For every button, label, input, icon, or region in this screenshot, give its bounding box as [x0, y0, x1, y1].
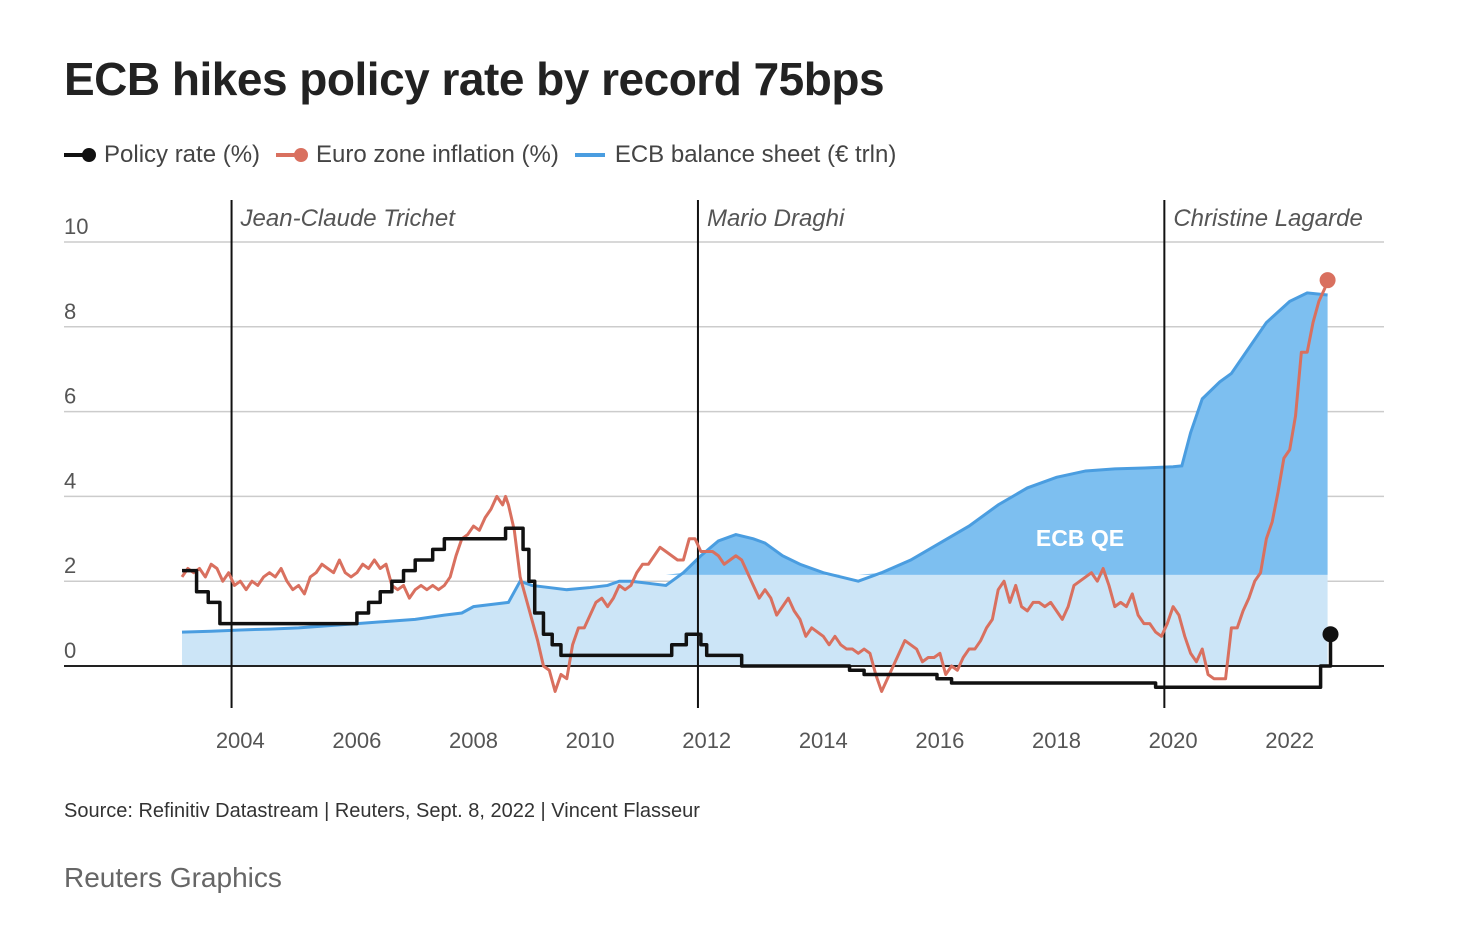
legend-swatch-balance-sheet-icon	[574, 153, 605, 157]
x-tick-label-2010: 2010	[566, 728, 615, 753]
legend-item-balance-sheet: ECB balance sheet (€ trln)	[574, 141, 897, 169]
series-line-balance-sheet	[181, 291, 1328, 634]
x-tick-label-2016: 2016	[915, 728, 964, 753]
source-note: Source: Refinitiv Datastream | Reuters, …	[64, 800, 700, 822]
x-tick-label-2022: 2022	[1265, 728, 1314, 753]
x-tick-label-2014: 2014	[799, 728, 848, 753]
policy-rate-end-marker	[1322, 626, 1339, 643]
legend-dot-inflation-icon	[294, 148, 309, 162]
y-tick-label-6: 6	[64, 384, 76, 409]
x-tick-label-2012: 2012	[682, 728, 731, 753]
y-tick-label-4: 4	[64, 468, 76, 493]
legend-item-inflation: Euro zone inflation (%)	[276, 141, 559, 169]
y-tick-label-8: 8	[64, 299, 76, 324]
x-tick-label-2006: 2006	[332, 728, 381, 753]
y-tick-label-10: 10	[64, 214, 88, 239]
balance-sheet-qe-area	[182, 292, 1328, 575]
balance-sheet-base-area	[182, 574, 1328, 666]
x-tick-label-2018: 2018	[1032, 728, 1081, 753]
chart-legend: Policy rate (%) Euro zone inflation (%) …	[64, 138, 912, 172]
x-tick-label-2004: 2004	[216, 728, 265, 753]
qe-label: ECB QE	[1036, 525, 1124, 551]
legend-swatch-inflation-icon	[276, 153, 299, 157]
y-tick-label-0: 0	[64, 638, 76, 663]
president-label-2: Christine Lagarde	[1173, 205, 1362, 232]
y-tick-label-2: 2	[64, 553, 76, 578]
legend-dot-policy-rate-icon	[82, 148, 96, 162]
chart-title: ECB hikes policy rate by record 75bps	[64, 53, 885, 105]
legend-label-policy-rate: Policy rate (%)	[104, 141, 261, 168]
legend-item-policy-rate: Policy rate (%)	[64, 141, 260, 169]
x-tick-label-2020: 2020	[1149, 728, 1198, 753]
president-label-0: Jean-Claude Trichet	[240, 205, 457, 232]
series-line-policy-rate	[182, 526, 1333, 689]
series-line-inflation	[180, 279, 1330, 693]
legend-swatch-policy-rate-icon	[64, 153, 86, 157]
legend-label-balance-sheet: ECB balance sheet (€ trln)	[614, 141, 897, 168]
x-tick-label-2008: 2008	[449, 728, 498, 753]
credit-line: Reuters Graphics	[64, 862, 282, 893]
inflation-end-marker	[1319, 272, 1336, 289]
president-label-1: Mario Draghi	[707, 205, 845, 232]
legend-label-inflation: Euro zone inflation (%)	[316, 141, 559, 168]
